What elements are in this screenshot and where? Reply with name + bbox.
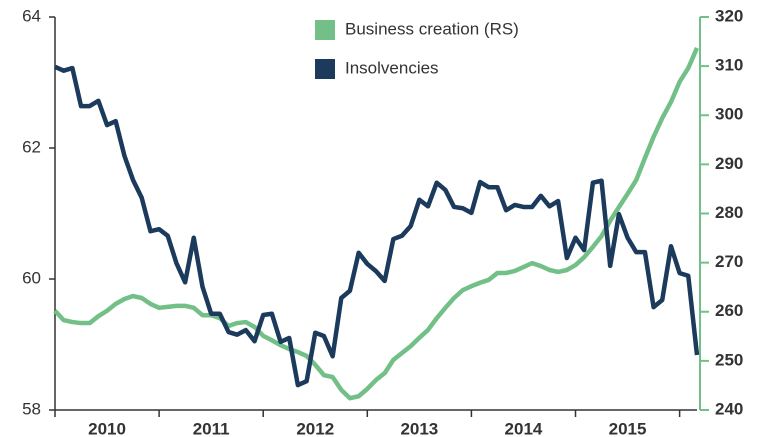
y2-tick-label: 290 [715,154,743,173]
series-line [54,64,700,388]
y-tick-label: 62 [22,137,41,156]
y2-tick-label: 260 [715,301,743,320]
x-tick-label: 2010 [88,419,126,437]
y2-tick-label: 250 [715,350,743,369]
x-tick-label: 2011 [193,419,230,437]
y2-tick-label: 320 [715,6,743,25]
y-tick-label: 58 [22,399,41,418]
x-tick-label: 2012 [296,419,334,437]
legend-label: Business creation (RS) [345,19,519,38]
y2-tick-label: 270 [715,252,743,271]
series-line [53,47,700,401]
legend-swatch [315,59,335,79]
y-tick-label: 64 [22,6,41,25]
y2-tick-label: 310 [715,56,743,75]
x-tick-label: 2014 [505,419,543,437]
y2-tick-label: 240 [715,399,743,418]
legend-label: Insolvencies [345,58,439,77]
legend-swatch [315,20,335,40]
y2-tick-label: 300 [715,105,743,124]
y2-tick-label: 280 [715,203,743,222]
x-tick-label: 2015 [609,419,647,437]
y-tick-label: 60 [22,268,41,287]
x-tick-label: 2013 [400,419,438,437]
